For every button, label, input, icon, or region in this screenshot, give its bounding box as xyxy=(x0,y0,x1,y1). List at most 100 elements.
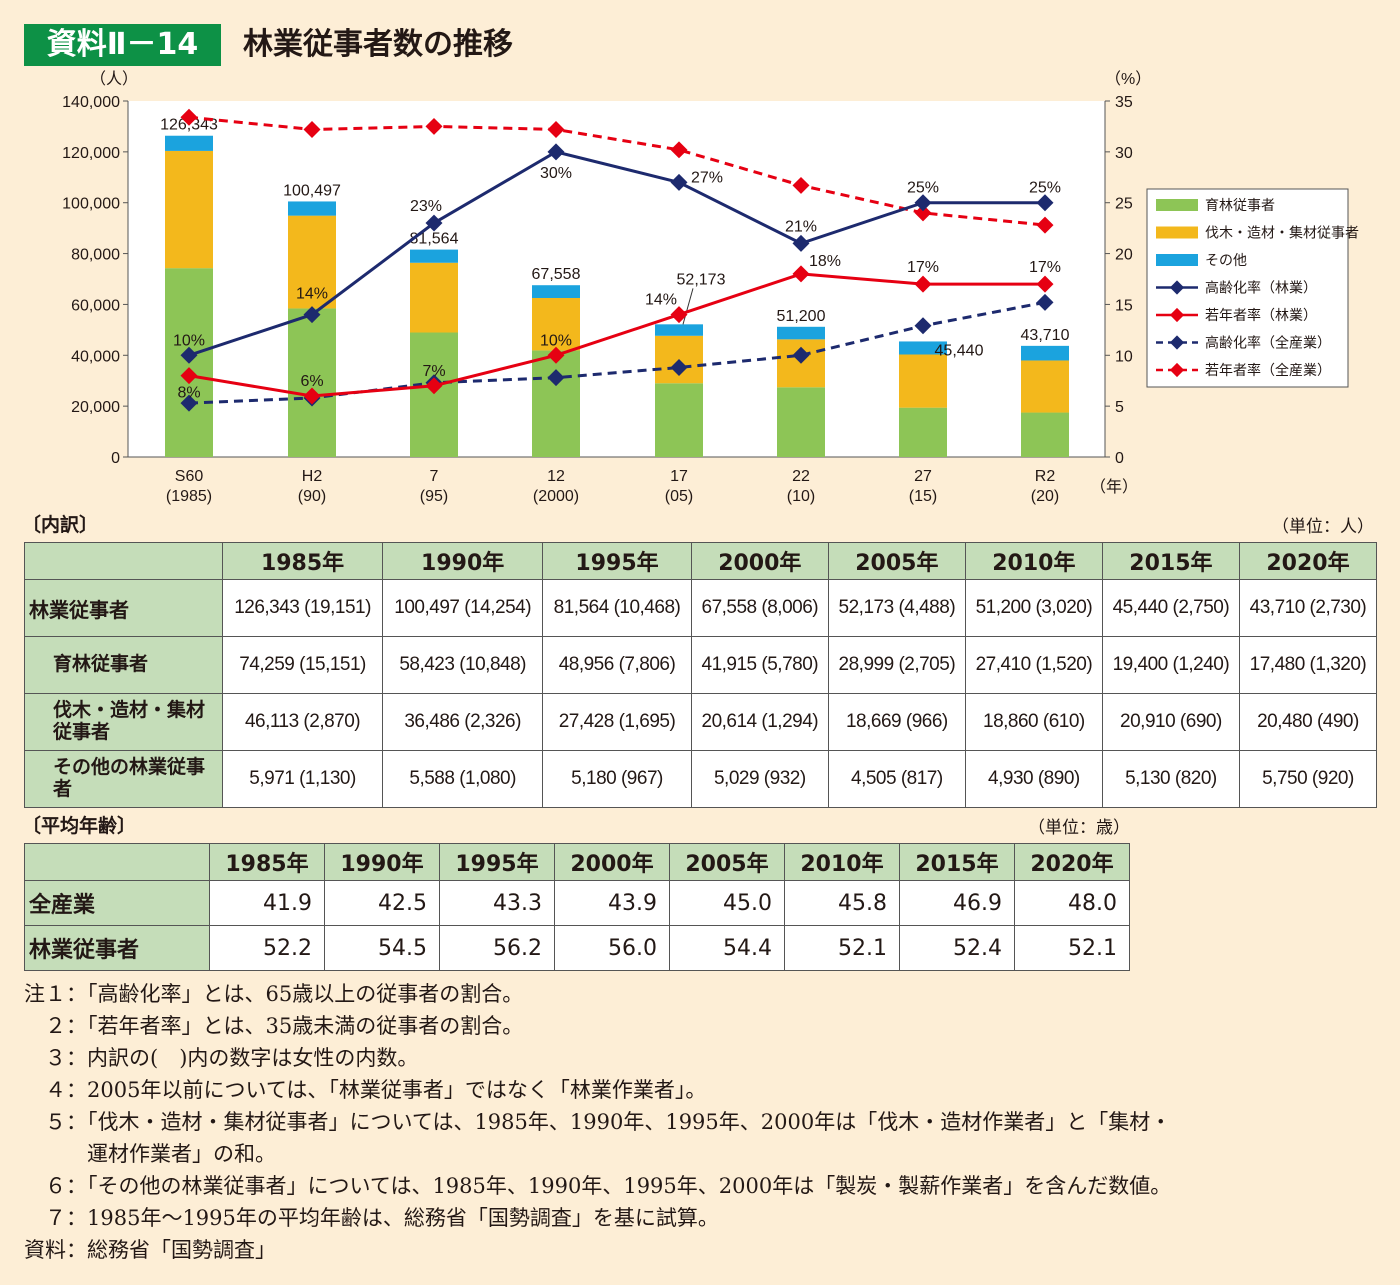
table-cell: 58,423 (10,848) xyxy=(382,636,544,694)
y-tick-label: 80,000 xyxy=(71,247,120,264)
table-cell: 20,480 (490) xyxy=(1238,693,1378,751)
year-header: 2020年 xyxy=(1014,843,1130,881)
table-cell: 74,259 (15,151) xyxy=(221,636,384,694)
line-point xyxy=(914,204,932,222)
note-line: ４：2005年以前については、「林業従事者」ではなく「林業作業者」。 xyxy=(24,1078,707,1102)
table-cell: 81,564 (10,468) xyxy=(542,579,692,637)
table-cell: 18,669 (966) xyxy=(827,693,966,751)
note-line: 運材作業者」の和。 xyxy=(24,1142,276,1166)
note-line: ５：「伐木・造材・集材従事者」については、1985年、1990年、1995年、2… xyxy=(24,1110,1172,1134)
note-line: 資料：総務省「国勢調査」 xyxy=(24,1238,276,1262)
x-tick-label: H2 xyxy=(302,468,323,485)
bar-batsuboku xyxy=(288,215,336,309)
row-label: 全産業 xyxy=(24,880,210,926)
table-cell: 4,505 (817) xyxy=(827,750,966,808)
age-label: 〔平均年齢〕 xyxy=(22,815,137,837)
line-point xyxy=(180,346,198,364)
row-label: 林業従事者 xyxy=(24,579,223,637)
table-cell: 43,710 (2,730) xyxy=(1238,579,1378,637)
breakdown-table: 1985年 1990年 1995年 2000年 2005年 2010年 2015年 2020年… xyxy=(24,542,1378,808)
table-cell: 45,440 (2,750) xyxy=(1101,579,1240,637)
table-row: 育林従事者 74,259 (15,151) 58,423 (10,848) 48,95… xyxy=(24,636,1378,694)
figure-number-badge: 資料Ⅱ－14 xyxy=(24,24,221,66)
year-header: 1995年 xyxy=(542,542,692,580)
table-cell: 52.1 xyxy=(1014,925,1130,971)
legend-swatch xyxy=(1156,226,1198,239)
row-label: 育林従事者 xyxy=(24,636,223,694)
table-row: その他の林業従事者 5,971 (1,130) 5,588 (1,080) 5,180… xyxy=(24,750,1378,808)
table-cell: 51,200 (3,020) xyxy=(964,579,1103,637)
legend-label: 高齢化率（林業） xyxy=(1205,280,1317,296)
line-point xyxy=(792,234,810,252)
bar-ikurin xyxy=(288,308,336,457)
year-header: 1985年 xyxy=(209,843,325,881)
table-cell: 5,130 (820) xyxy=(1101,750,1240,808)
line-data-label: 30% xyxy=(540,165,572,182)
line-data-label: 25% xyxy=(907,180,939,197)
y-tick-label: 100,000 xyxy=(62,196,120,213)
legend-marker xyxy=(1169,280,1185,295)
table-cell: 43.9 xyxy=(554,880,670,926)
note-line: ２：「若年者率」とは、35歳未満の従事者の割合。 xyxy=(24,1014,524,1038)
table-cell: 17,480 (1,320) xyxy=(1238,636,1378,694)
corner-cell xyxy=(24,843,210,881)
x-tick-sublabel: (10) xyxy=(787,488,815,505)
x-tick-sublabel: (15) xyxy=(909,488,937,505)
line-point xyxy=(425,377,443,395)
y2-tick-label: 20 xyxy=(1115,247,1133,264)
page-title: 林業従事者数の推移 xyxy=(243,27,513,62)
x-tick-label: 17 xyxy=(670,468,688,485)
line-point xyxy=(792,176,810,194)
table-cell: 27,410 (1,520) xyxy=(964,636,1103,694)
line-point xyxy=(425,214,443,232)
bar-other xyxy=(777,326,825,340)
x-tick-label: R2 xyxy=(1035,468,1056,485)
line-data-label: 10% xyxy=(540,332,572,349)
line-point xyxy=(792,265,810,283)
bar-batsuboku xyxy=(532,297,580,351)
table-cell: 28,999 (2,705) xyxy=(827,636,966,694)
legend-label: その他 xyxy=(1205,252,1247,268)
age-unit: （単位：歳） xyxy=(1028,818,1130,838)
table-cell: 52.1 xyxy=(784,925,900,971)
bar-batsuboku xyxy=(410,262,458,333)
y2-axis-unit: （%） xyxy=(1105,70,1151,88)
bar-ikurin xyxy=(532,350,580,457)
line-point xyxy=(670,359,688,376)
bar-ikurin xyxy=(655,383,703,457)
y2-tick-label: 35 xyxy=(1115,94,1133,111)
line-point xyxy=(547,143,565,161)
x-tick-sublabel: (2000) xyxy=(533,488,579,505)
x-tick-label: 12 xyxy=(547,468,565,485)
line-point xyxy=(914,317,932,335)
year-header: 2000年 xyxy=(554,843,670,881)
x-axis-unit: （年） xyxy=(1090,478,1138,496)
table-cell: 5,180 (967) xyxy=(542,750,692,808)
chart: 0 20,000 40,000 60,000 80,000 100,000 120,000 1… xyxy=(62,70,1359,505)
y2-tick-label: 30 xyxy=(1115,145,1133,162)
table-cell: 100,497 (14,254) xyxy=(382,579,544,637)
breakdown-unit: （単位：人） xyxy=(1272,517,1374,537)
line-point xyxy=(914,275,932,293)
table-cell: 20,910 (690) xyxy=(1101,693,1240,751)
y-tick-label: 120,000 xyxy=(62,145,120,162)
line-data-label: 14% xyxy=(645,292,677,309)
table-cell: 45.8 xyxy=(784,880,900,926)
note-line: ３：内訳の( )内の数字は女性の内数。 xyxy=(24,1046,419,1070)
table-cell: 18,860 (610) xyxy=(964,693,1103,751)
y2-tick-label: 10 xyxy=(1115,348,1133,365)
table-cell: 36,486 (2,326) xyxy=(382,693,544,751)
bar-ikurin xyxy=(1021,412,1069,457)
bar-other xyxy=(655,324,703,336)
table-cell: 4,930 (890) xyxy=(964,750,1103,808)
legend-label: 高齢化率（全産業） xyxy=(1205,335,1331,351)
legend-marker xyxy=(1169,335,1185,350)
table-cell: 42.5 xyxy=(324,880,440,926)
table-cell: 46,113 (2,870) xyxy=(221,693,384,751)
year-header: 2010年 xyxy=(964,542,1103,580)
x-tick-sublabel: (20) xyxy=(1031,488,1059,505)
bar-total-label: 52,173 xyxy=(677,271,726,288)
year-header: 2020年 xyxy=(1238,542,1378,580)
bar-other xyxy=(410,249,458,263)
row-label: 伐木・造材・集材従事者 xyxy=(24,693,223,751)
